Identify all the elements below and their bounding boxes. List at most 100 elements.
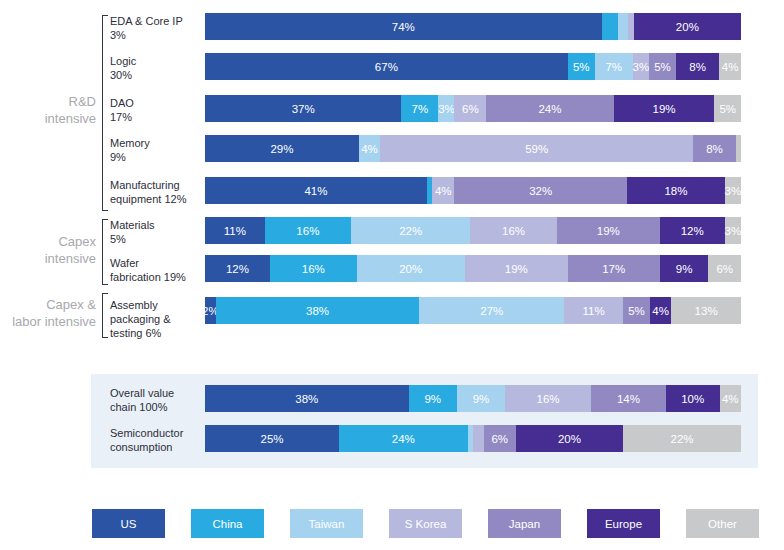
segment-us: 2% bbox=[205, 297, 216, 324]
legend-s-korea: S Korea bbox=[389, 509, 462, 538]
segment-china: 38% bbox=[216, 297, 420, 324]
segment-taiwan: 7% bbox=[595, 53, 633, 80]
segment-china: 5% bbox=[568, 53, 595, 80]
segment-us: 25% bbox=[205, 425, 339, 452]
segment-us: 29% bbox=[205, 135, 359, 162]
chart-row: Overall value chain 100%38%9%9%16%14%10%… bbox=[91, 385, 758, 412]
stacked-bar: 25%24%6%20%22% bbox=[205, 425, 741, 452]
segment-s-korea: 59% bbox=[380, 135, 693, 162]
segment-other: 22% bbox=[623, 425, 741, 452]
segment-china bbox=[602, 13, 618, 40]
segment-japan: 5% bbox=[623, 297, 650, 324]
legend-other: Other bbox=[686, 509, 759, 538]
segment-s-korea: 4% bbox=[432, 177, 454, 204]
segment-europe: 8% bbox=[676, 53, 719, 80]
legend-china: China bbox=[191, 509, 264, 538]
segment-taiwan: 3% bbox=[438, 95, 454, 122]
segment-europe: 20% bbox=[516, 425, 623, 452]
segment-other: 3% bbox=[725, 177, 741, 204]
segment-us: 74% bbox=[205, 13, 602, 40]
stacked-bar: 41%4%32%18%3% bbox=[205, 177, 741, 204]
segment-us: 37% bbox=[205, 95, 401, 122]
row-label: Assembly packaging & testing 6% bbox=[110, 298, 204, 340]
segment-taiwan: 27% bbox=[419, 297, 564, 324]
segment-japan: 19% bbox=[557, 217, 660, 244]
segment-china: 16% bbox=[270, 255, 357, 282]
segment-us: 12% bbox=[205, 255, 270, 282]
segment-china: 9% bbox=[409, 385, 457, 412]
row-label: Overall value chain 100% bbox=[110, 386, 204, 414]
legend-europe: Europe bbox=[587, 509, 660, 538]
row-label: Semiconductor consumption bbox=[110, 426, 204, 454]
segment-japan: 8% bbox=[693, 135, 735, 162]
stacked-bar: 12%16%20%19%17%9%6% bbox=[205, 255, 741, 282]
segment-japan: 14% bbox=[591, 385, 666, 412]
segment-taiwan: 22% bbox=[351, 217, 470, 244]
legend-us: US bbox=[92, 509, 165, 538]
stacked-bar: 38%9%9%16%14%10%4% bbox=[205, 385, 741, 412]
segment-s-korea: 19% bbox=[465, 255, 568, 282]
chart-row: Manufacturing equipment 12%41%4%32%18%3% bbox=[0, 177, 784, 204]
stacked-bar: 67%5%7%3%5%8%4% bbox=[205, 53, 741, 80]
stacked-bar: 11%16%22%16%19%12%3% bbox=[205, 217, 741, 244]
segment-europe: 4% bbox=[650, 297, 671, 324]
stacked-bar: 2%38%27%11%5%4%13% bbox=[205, 297, 741, 324]
segment-other bbox=[736, 135, 741, 162]
legend: US China Taiwan S Korea Japan Europe Other bbox=[92, 509, 759, 538]
segment-japan: 17% bbox=[568, 255, 660, 282]
segment-japan: 5% bbox=[649, 53, 676, 80]
chart-row: Assembly packaging & testing 6%2%38%27%1… bbox=[0, 297, 784, 324]
row-label: Logic 30% bbox=[110, 54, 204, 82]
row-label: EDA & Core IP 3% bbox=[110, 14, 204, 42]
segment-us: 38% bbox=[205, 385, 409, 412]
semiconductor-value-chain-chart: R&D intensiveCapex intensiveCapex & labo… bbox=[0, 0, 784, 550]
chart-row: Materials 5%11%16%22%16%19%12%3% bbox=[0, 217, 784, 244]
segment-taiwan: 9% bbox=[457, 385, 505, 412]
chart-row: Wafer fabrication 19%12%16%20%19%17%9%6% bbox=[0, 255, 784, 282]
segment-taiwan: 4% bbox=[359, 135, 380, 162]
segment-s-korea: 6% bbox=[454, 95, 486, 122]
segment-s-korea: 16% bbox=[470, 217, 557, 244]
stacked-bar: 74% 20% bbox=[205, 13, 741, 40]
chart-row: Logic 30%67%5%7%3%5%8%4% bbox=[0, 53, 784, 80]
segment-europe: 20% bbox=[634, 13, 741, 40]
legend-taiwan: Taiwan bbox=[290, 509, 363, 538]
segment-other: 4% bbox=[720, 385, 741, 412]
segment-s-korea bbox=[473, 425, 484, 452]
segment-other: 13% bbox=[671, 297, 741, 324]
row-label: Materials 5% bbox=[110, 218, 204, 246]
segment-taiwan: 20% bbox=[357, 255, 465, 282]
segment-us: 11% bbox=[205, 217, 265, 244]
segment-other: 4% bbox=[719, 53, 741, 80]
segment-other: 6% bbox=[708, 255, 740, 282]
segment-s-korea: 16% bbox=[505, 385, 591, 412]
row-label: Manufacturing equipment 12% bbox=[110, 178, 204, 206]
summary-panel: Overall value chain 100%38%9%9%16%14%10%… bbox=[91, 374, 758, 468]
segment-japan: 32% bbox=[454, 177, 627, 204]
row-label: Memory 9% bbox=[110, 136, 204, 164]
row-label: DAO 17% bbox=[110, 96, 204, 124]
segment-china: 7% bbox=[401, 95, 438, 122]
segment-s-korea: 11% bbox=[564, 297, 623, 324]
segment-us: 41% bbox=[205, 177, 427, 204]
segment-s-korea: 3% bbox=[633, 53, 649, 80]
segment-europe: 12% bbox=[660, 217, 725, 244]
chart-row: Semiconductor consumption25%24%6%20%22% bbox=[91, 425, 758, 452]
legend-japan: Japan bbox=[488, 509, 561, 538]
chart-row: DAO 17%37%7%3%6%24%19%5% bbox=[0, 95, 784, 122]
segment-europe: 10% bbox=[666, 385, 720, 412]
segment-japan: 24% bbox=[486, 95, 613, 122]
segment-us: 67% bbox=[205, 53, 568, 80]
segment-other: 3% bbox=[725, 217, 741, 244]
segment-europe: 19% bbox=[614, 95, 715, 122]
segment-japan: 6% bbox=[484, 425, 516, 452]
segment-europe: 9% bbox=[660, 255, 709, 282]
segment-taiwan bbox=[618, 13, 629, 40]
segment-europe: 18% bbox=[627, 177, 724, 204]
segment-other: 5% bbox=[714, 95, 741, 122]
chart-row: EDA & Core IP 3%74% 20% bbox=[0, 13, 784, 40]
stacked-bar: 37%7%3%6%24%19%5% bbox=[205, 95, 741, 122]
row-label: Wafer fabrication 19% bbox=[110, 256, 204, 284]
segment-china: 16% bbox=[265, 217, 352, 244]
stacked-bar: 29%4%59%8% bbox=[205, 135, 741, 162]
